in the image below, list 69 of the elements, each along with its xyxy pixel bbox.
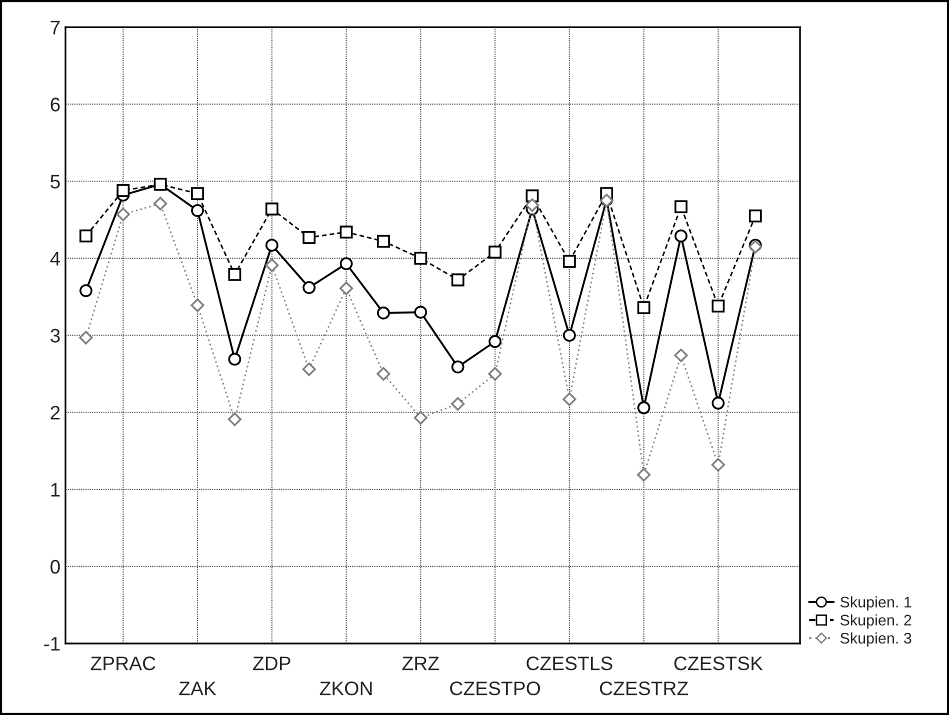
x-tick-label: ZDP [253,656,290,670]
point [637,468,651,482]
point [376,367,390,381]
x-tick-label: CZESTLS [526,656,612,670]
x-tick-label: ZPRAC [90,656,156,670]
point [190,298,204,312]
point [79,229,92,242]
point [265,202,278,216]
point [414,306,428,319]
point [302,281,316,294]
point [79,284,92,298]
point [377,234,390,248]
point [116,184,130,197]
point [302,362,316,376]
point [674,200,688,214]
point [154,196,168,210]
legend-label: Skupien. 3 [840,632,912,647]
point [674,348,688,362]
point [228,268,242,281]
point [562,254,576,268]
legend-label: Skupien. 1 [840,596,912,611]
point [339,282,354,296]
point [451,273,464,286]
x-tick-label: ZRZ [402,656,439,670]
point [228,352,242,366]
y-tick-label: 4 [50,252,60,266]
point [488,246,502,259]
x-tick-label: ZAK [179,682,216,696]
point [414,410,428,425]
point [525,198,540,212]
point [562,328,576,342]
x-tick-label: CZESTSK [674,656,763,670]
point [340,257,353,270]
point [191,187,204,200]
point [488,367,502,381]
point [265,258,279,272]
point [116,208,130,222]
x-tick-label: CZESTRZ [600,682,688,696]
y-tick-label: 0 [50,560,60,574]
y-tick-label: 1 [51,483,60,496]
point [562,392,576,406]
point [488,335,502,348]
point [451,397,465,411]
legend-label: Skupien. 2 [840,614,912,629]
point [228,412,242,426]
point [340,226,353,239]
point [154,178,167,191]
point [637,301,650,314]
point [265,238,278,252]
point [79,330,93,344]
y-tick-label: 2 [50,406,60,420]
y-tick-label: -1 [44,637,60,651]
y-tick-label: 6 [50,98,60,112]
point [712,396,725,410]
point [674,229,688,242]
y-tick-label: 3 [50,328,60,343]
x-tick-label: CZESTPO [450,682,540,696]
point [712,300,725,313]
y-tick-label: 7 [50,20,60,34]
point [302,231,316,244]
x-tick-label: ZKON [320,682,372,696]
point [748,209,762,222]
point [191,204,204,217]
point [414,252,428,265]
y-tick-label: 5 [50,174,60,188]
point [377,306,390,320]
point [451,360,464,374]
point [711,458,725,472]
point [637,401,650,414]
